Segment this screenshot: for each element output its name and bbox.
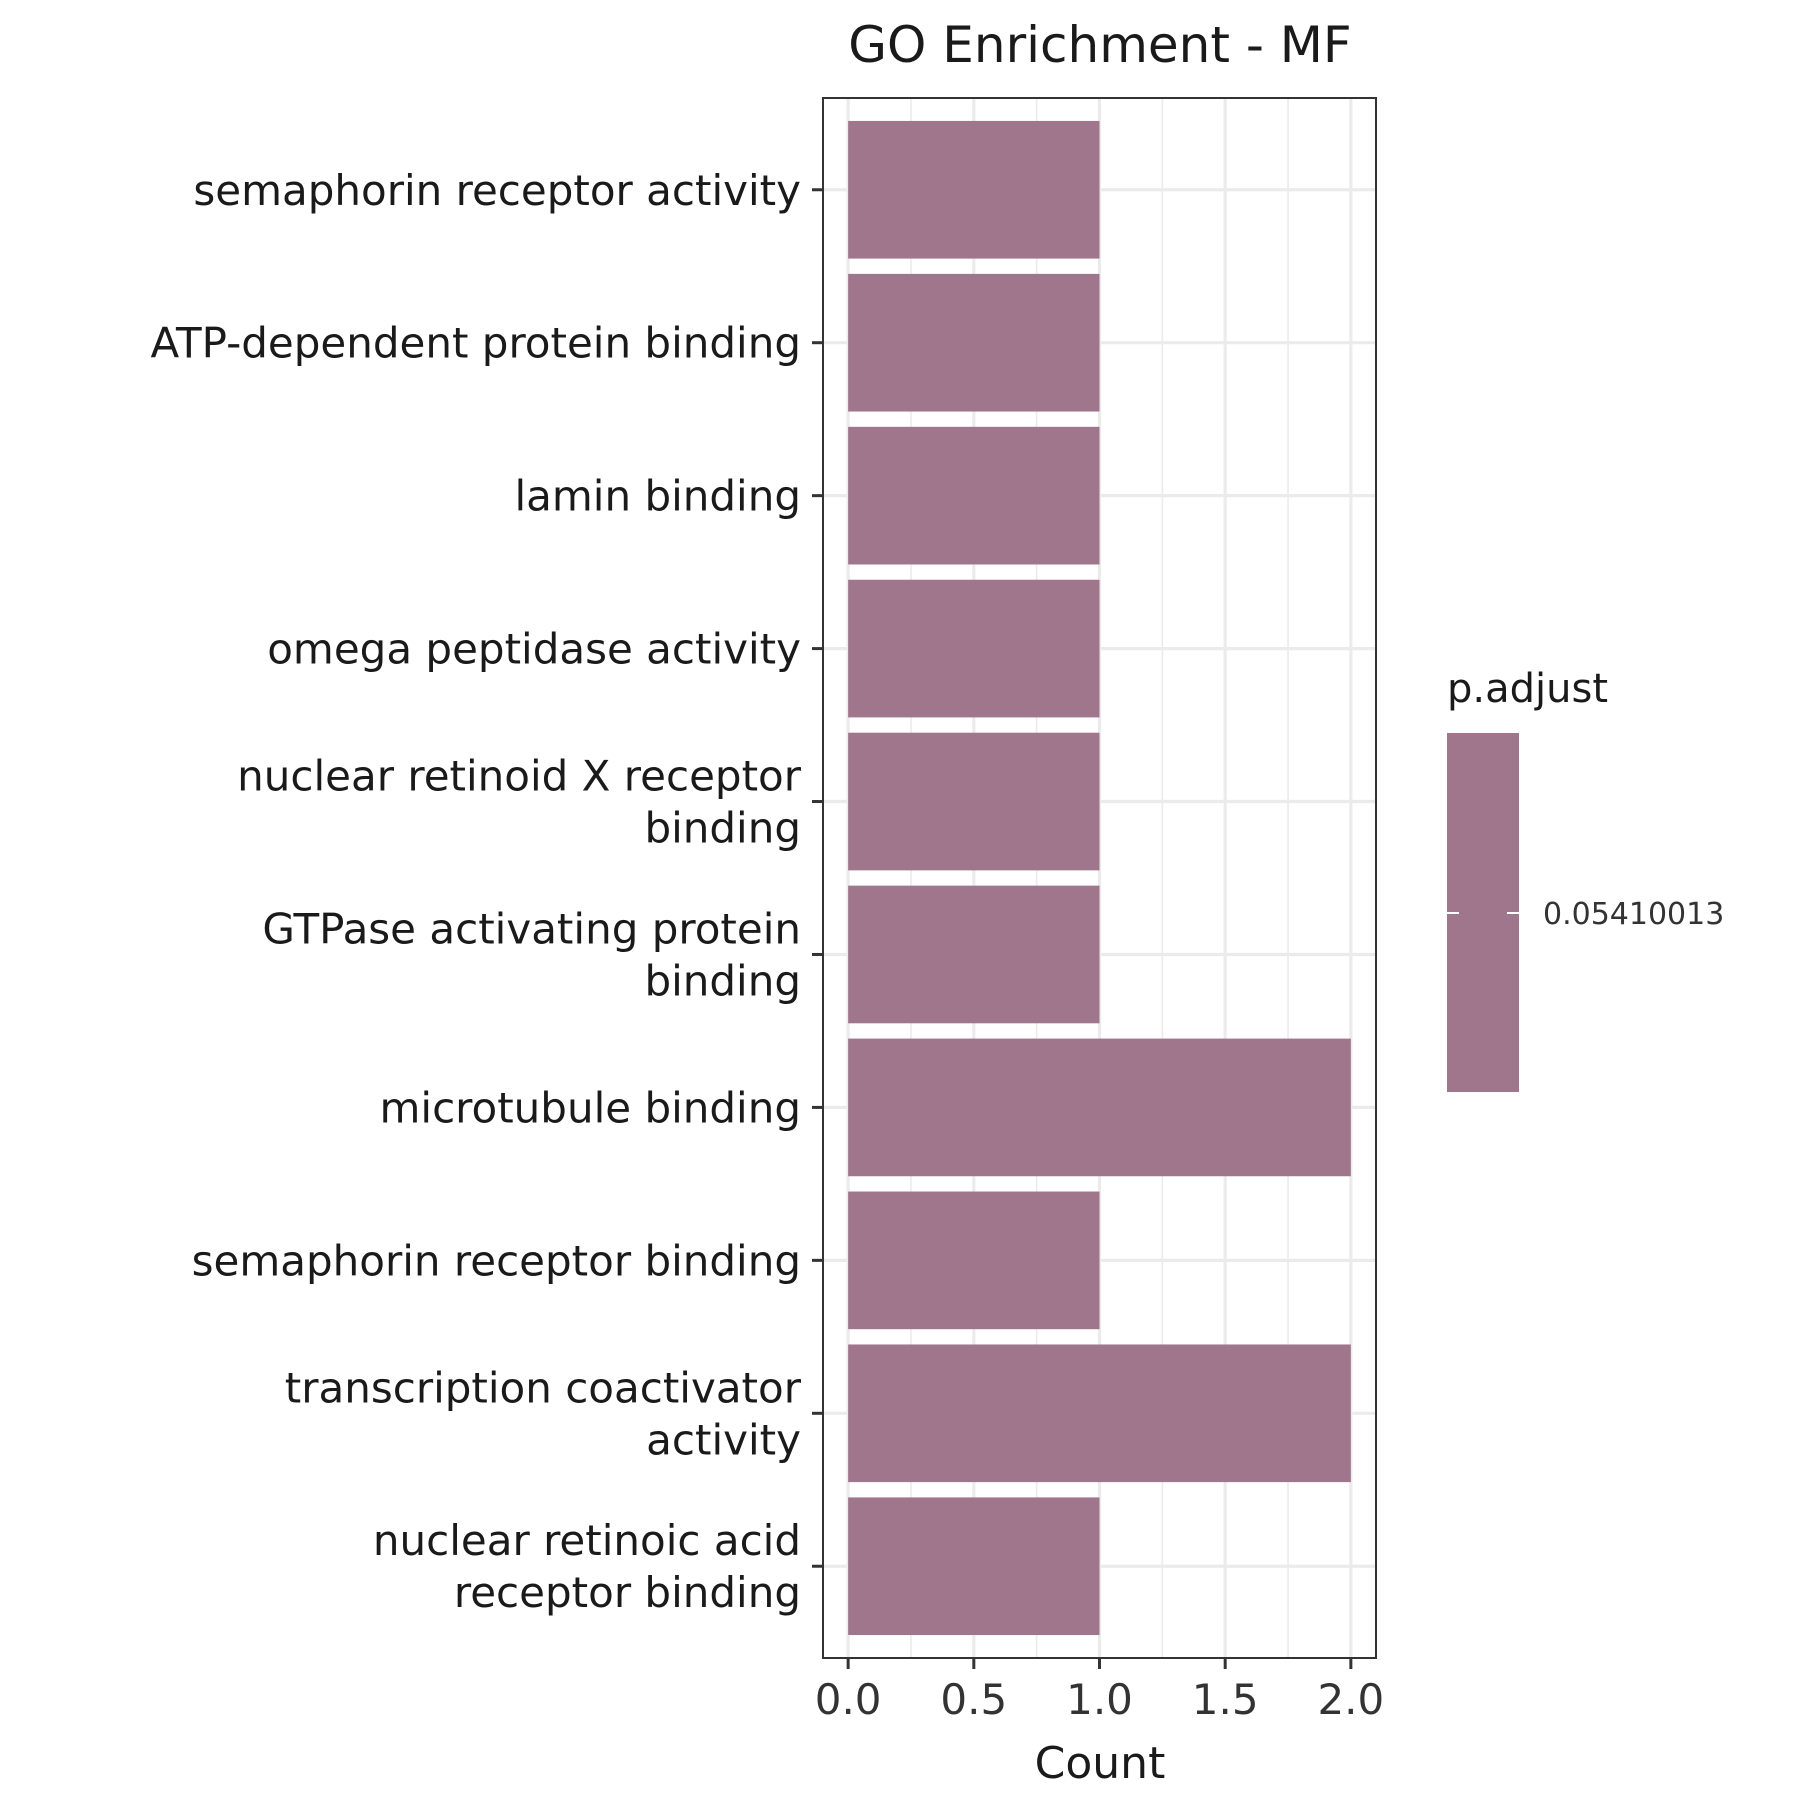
category-label: nuclear retinoid X receptor [237, 752, 802, 801]
category-label: lamin binding [514, 472, 801, 521]
x-tick-label: 0.0 [815, 1675, 882, 1724]
category-label: microtubule binding [380, 1083, 802, 1132]
category-label: binding [644, 956, 801, 1005]
category-label: GTPase activating protein [262, 904, 801, 953]
x-tick-label: 1.5 [1192, 1675, 1259, 1724]
bar [848, 120, 1100, 259]
category-label: transcription coactivator [285, 1363, 802, 1412]
category-label: binding [644, 804, 801, 853]
x-tick-label: 2.0 [1317, 1675, 1384, 1724]
bar [848, 273, 1100, 412]
category-label: omega peptidase activity [267, 625, 801, 674]
bar [848, 1191, 1100, 1330]
bar [848, 1038, 1351, 1177]
y-axis: semaphorin receptor activity ATP-dependen… [151, 166, 823, 1617]
bar [848, 732, 1100, 871]
chart-title: GO Enrichment - MF [848, 16, 1351, 74]
category-label: semaphorin receptor binding [192, 1236, 801, 1285]
bar [848, 579, 1100, 718]
legend: p.adjust 0.05410013 [1447, 666, 1724, 1092]
bar [848, 1344, 1351, 1483]
x-axis-title: Count [1035, 1738, 1166, 1789]
x-tick-label: 0.5 [940, 1675, 1007, 1724]
x-tick-label: 1.0 [1066, 1675, 1133, 1724]
legend-label: 0.05410013 [1543, 897, 1724, 932]
category-label: ATP-dependent protein binding [151, 319, 801, 368]
legend-title: p.adjust [1447, 666, 1608, 712]
bar [848, 1497, 1100, 1636]
category-label: activity [646, 1415, 801, 1464]
category-label: receptor binding [454, 1568, 801, 1617]
plot-panel [822, 97, 1377, 1659]
bar [848, 885, 1100, 1024]
x-axis: 0.0 0.5 1.0 1.5 2.0 [815, 1658, 1384, 1724]
bar [848, 426, 1100, 565]
category-label: semaphorin receptor activity [193, 166, 801, 215]
category-label: nuclear retinoic acid [373, 1516, 801, 1565]
bar-group [848, 120, 1351, 1636]
